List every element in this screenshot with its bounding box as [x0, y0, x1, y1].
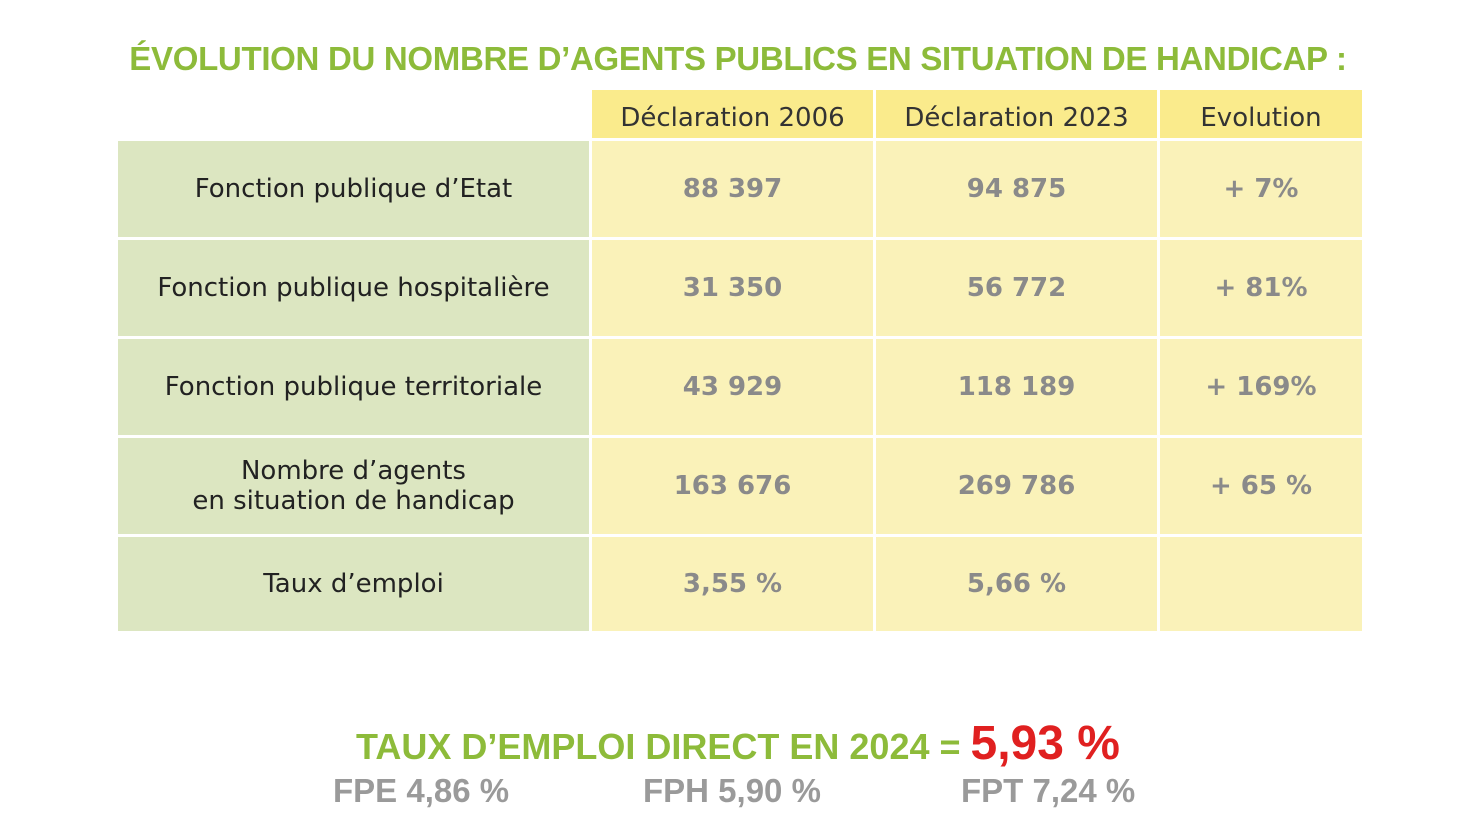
direct-employment-rate: TAUX D’EMPLOI DIRECT EN 2024 = 5,93 % — [0, 716, 1476, 771]
row-label-fpt: Fonction publique territoriale — [118, 339, 589, 435]
row-label-text: Fonction publique d’Etat — [194, 174, 513, 204]
header-evolution: Evolution — [1160, 90, 1362, 138]
row-label-total-agents: Nombre d’agents en situation de handicap — [118, 438, 589, 534]
row-label-fpe: Fonction publique d’Etat — [118, 141, 589, 237]
row-label-line-1: Nombre d’agents — [240, 456, 466, 486]
agents-table: Déclaration 2006 Déclaration 2023 Evolut… — [118, 90, 1362, 631]
direct-rate-value: 5,93 % — [970, 717, 1120, 770]
cell-fph-evolution: + 81% — [1160, 240, 1362, 336]
cell-total-evolution: + 65 % — [1160, 438, 1362, 534]
row-label-text: Fonction publique hospitalière — [157, 273, 550, 303]
cell-taux-evolution — [1160, 537, 1362, 631]
cell-fpt-evolution: + 169% — [1160, 339, 1362, 435]
cell-total-2023: 269 786 — [876, 438, 1157, 534]
row-label-text: Taux d’emploi — [263, 569, 444, 599]
header-declaration-2006: Déclaration 2006 — [592, 90, 873, 138]
cell-taux-2006: 3,55 % — [592, 537, 873, 631]
cell-total-2006: 163 676 — [592, 438, 873, 534]
cell-fpe-evolution: + 7% — [1160, 141, 1362, 237]
row-label-text: Fonction publique territoriale — [164, 372, 543, 402]
cell-fph-2023: 56 772 — [876, 240, 1157, 336]
header-declaration-2023: Déclaration 2023 — [876, 90, 1157, 138]
cell-fph-2006: 31 350 — [592, 240, 873, 336]
cell-fpt-2006: 43 929 — [592, 339, 873, 435]
cell-fpe-2023: 94 875 — [876, 141, 1157, 237]
cell-taux-2023: 5,66 % — [876, 537, 1157, 631]
fpt-rate: FPT 7,24 % — [961, 772, 1136, 809]
row-label-fph: Fonction publique hospitalière — [118, 240, 589, 336]
fph-rate: FPH 5,90 % — [643, 772, 821, 809]
page-title: ÉVOLUTION DU NOMBRE D’AGENTS PUBLICS EN … — [129, 40, 1347, 77]
direct-rate-label: TAUX D’EMPLOI DIRECT EN 2024 = — [356, 726, 961, 767]
cell-fpt-2023: 118 189 — [876, 339, 1157, 435]
row-label-taux-emploi: Taux d’emploi — [118, 537, 589, 631]
table-corner — [118, 90, 589, 138]
row-label-line-2: en situation de handicap — [192, 486, 515, 516]
fpe-rate: FPE 4,86 % — [333, 772, 510, 809]
cell-fpe-2006: 88 397 — [592, 141, 873, 237]
